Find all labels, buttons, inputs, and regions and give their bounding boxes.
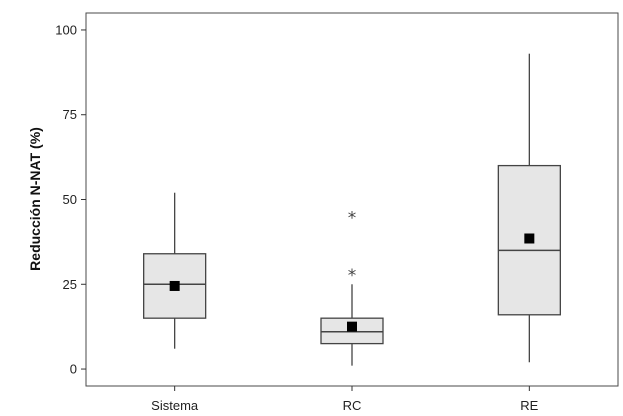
y-tick-label: 25 bbox=[63, 277, 77, 292]
box-series: ** bbox=[143, 53, 561, 366]
y-tick-label: 0 bbox=[70, 362, 77, 377]
x-axis: Sistema RC RE bbox=[151, 386, 539, 413]
y-axis: 0 25 50 75 100 bbox=[55, 22, 86, 377]
outlier-point: * bbox=[348, 266, 357, 286]
y-axis-label: Reducción N-NAT (%) bbox=[27, 127, 43, 271]
outlier-point: * bbox=[348, 208, 357, 228]
y-tick-label: 75 bbox=[63, 107, 77, 122]
x-tick-label: RE bbox=[520, 398, 538, 413]
mean-marker bbox=[347, 321, 357, 332]
box-rc: ** bbox=[320, 208, 384, 366]
mean-marker bbox=[524, 233, 535, 244]
x-tick-label: Sistema bbox=[151, 398, 199, 413]
y-tick-label: 100 bbox=[55, 22, 77, 37]
box-re bbox=[497, 53, 561, 363]
iqr-box bbox=[497, 164, 561, 316]
mean-marker bbox=[169, 280, 180, 291]
box-sistema bbox=[143, 192, 207, 349]
y-tick-label: 50 bbox=[63, 192, 77, 207]
x-tick-label: RC bbox=[343, 398, 362, 413]
